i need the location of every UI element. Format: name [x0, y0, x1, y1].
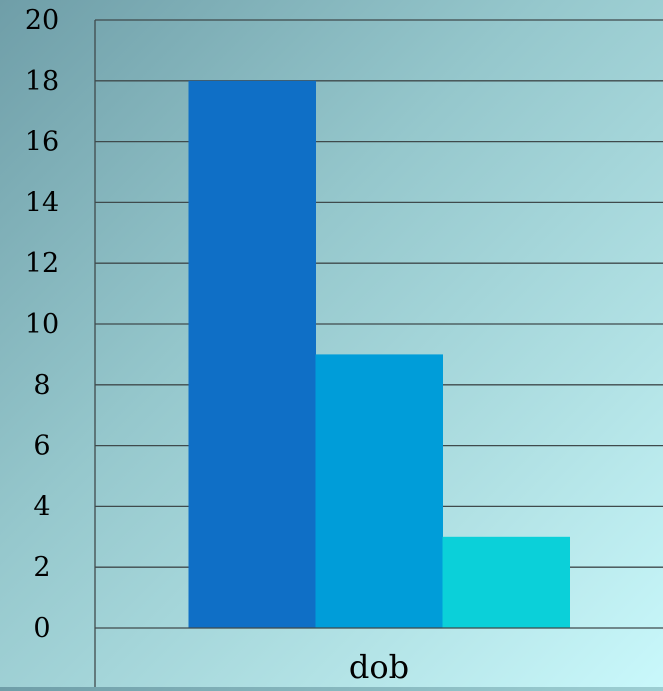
y-tick-label: 16 — [25, 127, 59, 158]
axis-labels: 0 2 4 6 8 10 12 14 16 18 20 dob — [25, 5, 409, 686]
y-tick-label: 12 — [25, 248, 59, 279]
x-tick-label: dob — [349, 648, 409, 686]
y-tick-label: 10 — [25, 309, 59, 340]
y-tick-label: 0 — [33, 613, 50, 644]
y-tick-label: 6 — [33, 431, 50, 462]
bar — [442, 536, 570, 628]
y-tick-label: 8 — [33, 370, 50, 401]
bars — [188, 80, 570, 629]
y-tick-label: 2 — [33, 552, 50, 583]
axes — [94, 20, 663, 687]
bar — [315, 354, 443, 628]
y-tick-label: 18 — [25, 66, 59, 97]
y-tick-label: 4 — [33, 491, 50, 522]
y-tick-label: 14 — [25, 187, 59, 218]
bar — [188, 80, 316, 629]
y-tick-label: 20 — [25, 5, 59, 36]
